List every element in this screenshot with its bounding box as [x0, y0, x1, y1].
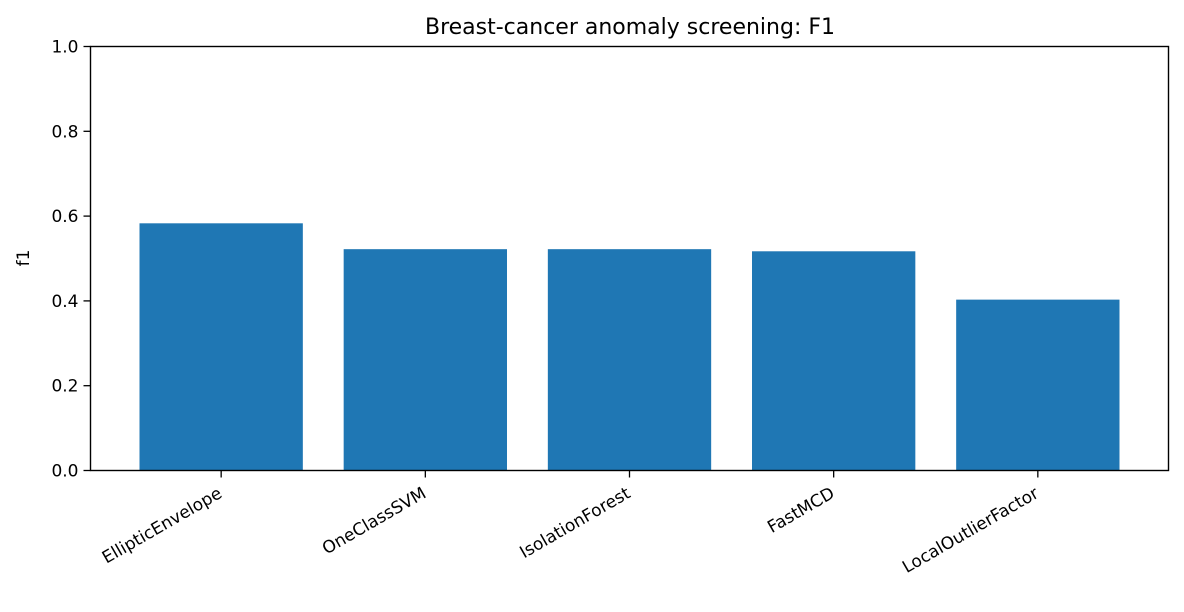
- chart-title: Breast-cancer anomaly screening: F1: [425, 15, 835, 40]
- x-tick-label: IsolationForest: [516, 483, 634, 563]
- x-tick-label: FastMCD: [764, 484, 838, 538]
- y-tick-label: 0.2: [51, 377, 78, 397]
- bar-ellipticenvelope: [139, 223, 303, 471]
- y-tick-label: 0.8: [51, 122, 78, 142]
- y-ticks-group: 0.0 0.2 0.4 0.6 0.8 1.0: [51, 38, 91, 482]
- bar-fastmcd: [752, 251, 916, 471]
- y-tick-label: 0.6: [51, 207, 78, 227]
- x-tick-label: LocalOutlierFactor: [899, 484, 1042, 578]
- x-ticks-group: EllipticEnvelope OneClassSVM IsolationFore…: [99, 470, 1042, 578]
- y-tick-label: 1.0: [51, 38, 78, 58]
- y-axis-label: f1: [14, 250, 34, 267]
- bar-localoutlierfactor: [956, 299, 1120, 471]
- x-tick-label: EllipticEnvelope: [99, 484, 226, 569]
- bars-group: [139, 223, 1120, 471]
- plot-frame: [89, 45, 1170, 472]
- y-tick-label: 0.4: [51, 292, 78, 312]
- x-tick-label: OneClassSVM: [319, 484, 430, 560]
- bar-oneclasssvm: [343, 249, 507, 471]
- y-tick-label: 0.0: [51, 462, 78, 482]
- bar-isolationforest: [547, 249, 712, 471]
